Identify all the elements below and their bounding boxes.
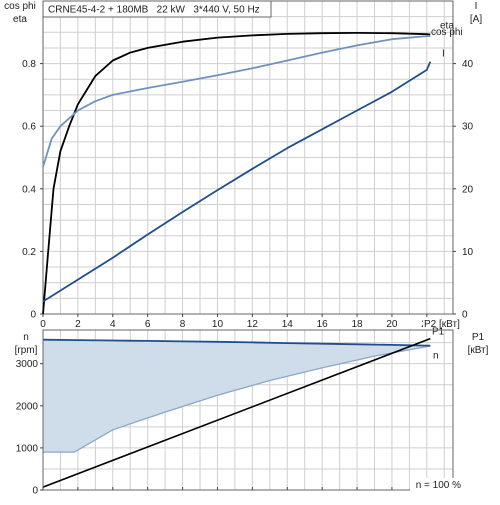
x-tick-label: 12 bbox=[247, 319, 259, 330]
x-tick-label: 10 bbox=[212, 319, 224, 330]
bottom-y-tick-label: 0 bbox=[32, 486, 38, 497]
x-tick-label: 18 bbox=[351, 319, 363, 330]
left-axis-label-line1: cos phi bbox=[4, 1, 36, 12]
right-axis-label-line2: [A] bbox=[470, 14, 482, 25]
top-axes: 0246810121416182022P2 [кВт]00.20.40.60.8… bbox=[22, 59, 474, 330]
series-cos-phi-line bbox=[42, 35, 431, 168]
x-tick-label: 20 bbox=[386, 319, 398, 330]
bottom-y-tick-label: 1000 bbox=[16, 443, 39, 454]
label-cos-phi: cos phi bbox=[431, 27, 463, 38]
y-left-tick-label: 0 bbox=[30, 310, 36, 321]
series-p1-line bbox=[42, 337, 431, 488]
bottom-series: n P1 bbox=[42, 327, 445, 488]
right-axis-label-line1: I bbox=[475, 1, 478, 12]
x-tick-label: 6 bbox=[145, 319, 151, 330]
label-eta: eta bbox=[440, 20, 454, 31]
y-left-tick-label: 0.4 bbox=[22, 184, 36, 195]
x-tick-label: 4 bbox=[110, 319, 116, 330]
series-I-line bbox=[42, 61, 432, 303]
bottom-right-axis-label-line2: [кВт] bbox=[468, 345, 489, 356]
bottom-axes: 0 1000 2000 3000 bbox=[16, 359, 428, 497]
title-box bbox=[42, 0, 272, 18]
bottom-y-tick-label: 2000 bbox=[16, 401, 39, 412]
bottom-left-axis-label-line2: [rpm] bbox=[15, 345, 38, 356]
chart-title: CRNE45-4-2 + 180MB 22 kW 3*440 V, 50 Hz bbox=[48, 5, 260, 16]
xlabel-box bbox=[423, 318, 465, 330]
series-eta-line bbox=[42, 32, 431, 315]
y-right-tick-label: 20 bbox=[462, 184, 474, 195]
bottom-plot-frame bbox=[42, 329, 454, 491]
label-n: n bbox=[433, 351, 439, 362]
y-left-tick-label: 0.6 bbox=[22, 122, 36, 133]
x-tick-label: 2 bbox=[75, 319, 81, 330]
y-right-tick-label: 0 bbox=[462, 310, 468, 321]
x-axis-label: P2 [кВт] bbox=[424, 319, 460, 330]
bottom-left-axis-label-line1: n bbox=[23, 332, 29, 343]
y-left-tick-label: 0.8 bbox=[22, 59, 36, 70]
y-right-tick-label: 10 bbox=[462, 247, 474, 258]
top-grid bbox=[43, 1, 453, 314]
y-right-tick-label: 30 bbox=[462, 122, 474, 133]
bottom-y-tick-label: 3000 bbox=[16, 359, 39, 370]
annotation-box bbox=[410, 478, 462, 491]
y-right-tick-label: 40 bbox=[462, 59, 474, 70]
label-p1: P1 bbox=[432, 327, 445, 338]
x-tick-label: 14 bbox=[282, 319, 294, 330]
label-i: I bbox=[442, 49, 445, 60]
series-n-line bbox=[42, 338, 431, 347]
left-axis-label-line2: eta bbox=[13, 14, 27, 25]
x-tick-label: 0 bbox=[40, 319, 46, 330]
x-tick-label: 8 bbox=[180, 319, 186, 330]
bottom-right-axis-label-line1: P1 bbox=[472, 332, 485, 343]
x-tick-label: 16 bbox=[317, 319, 329, 330]
operating-area-fill bbox=[43, 339, 431, 453]
operating-area-lower-edge bbox=[43, 345, 431, 453]
speed-annotation: n = 100 % bbox=[416, 480, 461, 491]
y-left-tick-label: 0.2 bbox=[22, 247, 36, 258]
